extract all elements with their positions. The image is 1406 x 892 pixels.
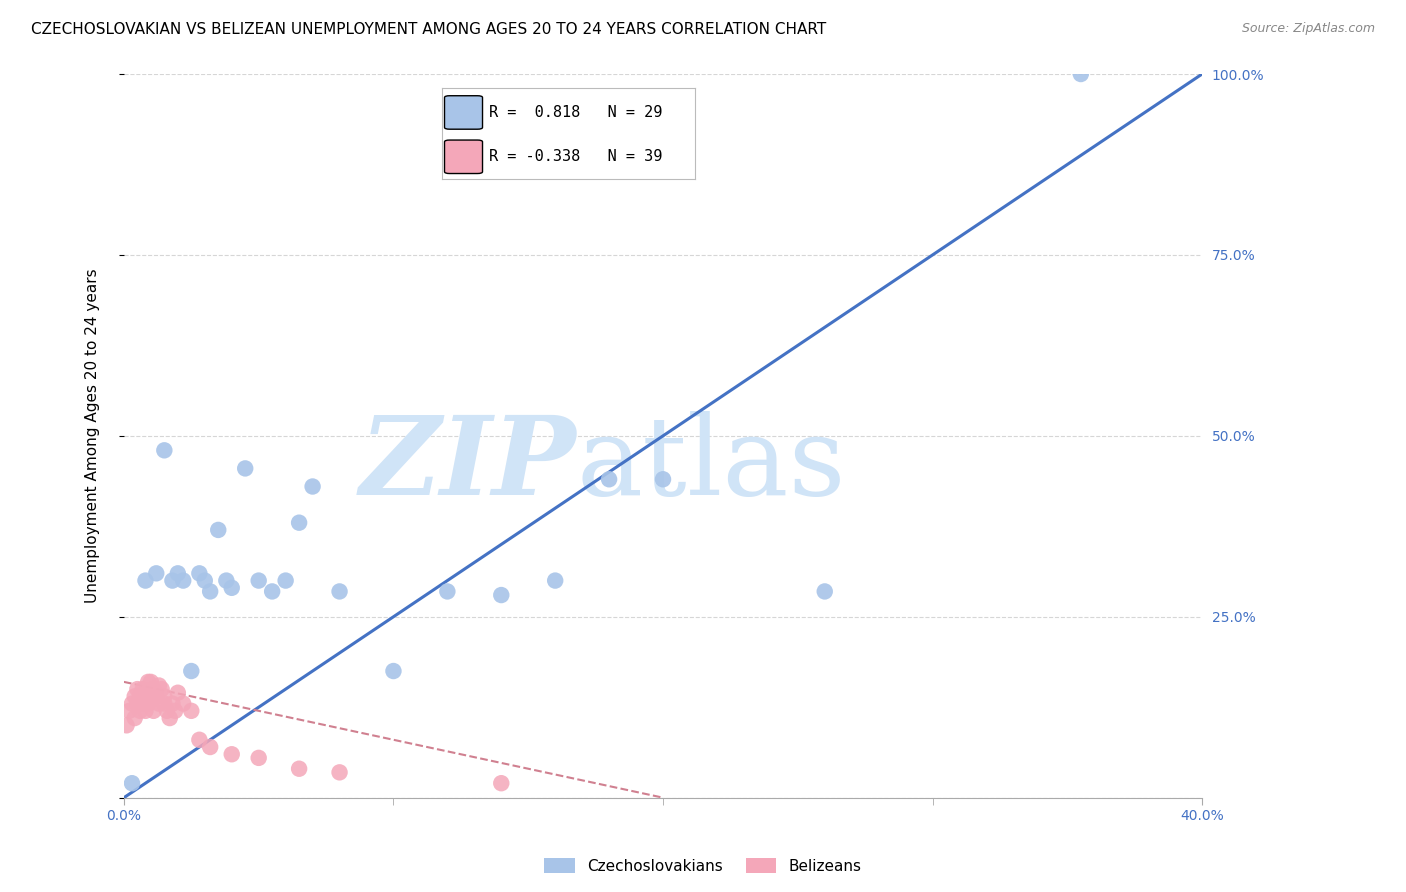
Point [145,566,167,581]
Point [262,584,284,599]
Point [172,574,194,588]
Point [139,674,162,689]
Text: CZECHOSLOVAKIAN VS BELIZEAN UNEMPLOYMENT AMONG AGES 20 TO 24 YEARS CORRELATION C: CZECHOSLOVAKIAN VS BELIZEAN UNEMPLOYMENT… [31,22,827,37]
Text: ZIP: ZIP [360,411,576,518]
Point [148,679,170,693]
Point [247,574,270,588]
Point [172,697,194,711]
Point [198,584,221,599]
Point [274,574,297,588]
Point [142,704,165,718]
Point [221,747,243,762]
Point [188,732,211,747]
Text: atlas: atlas [576,411,846,518]
Point [129,704,152,718]
Point [233,461,256,475]
Point [301,479,323,493]
Point [132,697,155,711]
Point [127,697,149,711]
Point [156,704,179,718]
Point [652,472,675,486]
Point [145,690,167,704]
Point [207,523,229,537]
Point [127,682,149,697]
Point [153,697,176,711]
Point [115,718,138,732]
Point [288,516,311,530]
Point [118,704,141,718]
Point [491,588,513,602]
Point [136,674,159,689]
Point [247,751,270,765]
Point [166,566,188,581]
Point [134,686,156,700]
Point [198,739,221,754]
Point [124,690,146,704]
Point [382,664,405,678]
Point [124,711,146,725]
Point [150,682,173,697]
Point [598,472,620,486]
Legend: Czechoslovakians, Belizeans: Czechoslovakians, Belizeans [538,852,868,880]
Point [139,690,162,704]
Point [215,574,238,588]
Point [142,682,165,697]
Point [1070,67,1092,81]
Point [121,776,143,790]
Point [121,697,143,711]
Point [491,776,513,790]
Point [129,690,152,704]
Point [329,584,352,599]
Point [194,574,217,588]
Point [136,697,159,711]
Point [159,711,181,725]
Point [180,704,202,718]
Point [132,682,155,697]
Point [165,704,187,718]
Point [166,686,188,700]
Point [134,574,156,588]
Point [162,697,184,711]
Point [436,584,458,599]
Point [814,584,837,599]
Point [221,581,243,595]
Point [148,697,170,711]
Point [134,704,156,718]
Y-axis label: Unemployment Among Ages 20 to 24 years: Unemployment Among Ages 20 to 24 years [86,268,100,603]
Point [188,566,211,581]
Point [288,762,311,776]
Text: Source: ZipAtlas.com: Source: ZipAtlas.com [1241,22,1375,36]
Point [544,574,567,588]
Point [329,765,352,780]
Point [153,690,176,704]
Point [153,443,176,458]
Point [162,574,184,588]
Point [180,664,202,678]
